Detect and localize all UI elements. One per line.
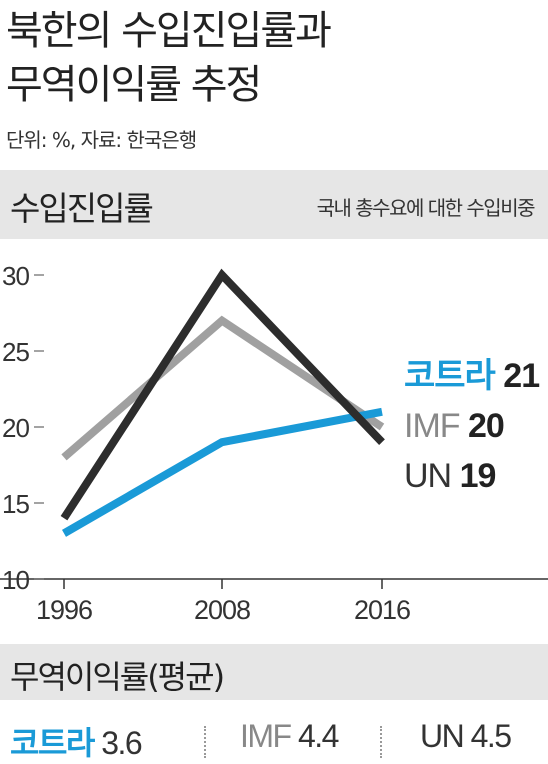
x-tick-label: 2016 [354, 595, 410, 625]
series-end-label: 코트라 21 [404, 357, 539, 395]
section-header-trade-profit: 무역이익률(평균) [0, 644, 548, 700]
line-chart: 10 15 20 25 30 1996 2008 2016 코트라 21 IMF 20 UN 19 [0, 261, 548, 625]
stat-imf-name: IMF [240, 718, 292, 754]
y-tick-label: 30 [2, 261, 29, 291]
stat-un-name: UN [420, 718, 465, 754]
series-end-label: IMF 20 [404, 407, 504, 445]
stat-separator [204, 726, 206, 758]
stat-kotra: 코트라 3.6 [10, 718, 143, 764]
section-header-import-rate: 수입진입률 국내 총수요에 대한 수입비중 [0, 170, 548, 239]
source-note: 단위: %, 자료: 한국은행 [6, 128, 197, 152]
section-subtitle: 국내 총수요에 대한 수입비중 [316, 196, 536, 220]
x-tick-label: 1996 [36, 595, 92, 625]
series-line-un [60, 268, 385, 521]
stat-imf: IMF 4.4 [240, 718, 339, 755]
stat-kotra-value: 3.6 [101, 725, 142, 761]
stat-separator [380, 726, 382, 758]
y-tick-label: 25 [2, 337, 29, 367]
series-end-label: UN 19 [404, 457, 495, 495]
y-tick-label: 15 [2, 489, 29, 519]
stat-imf-value: 4.4 [297, 718, 339, 754]
trade-profit-stats: 코트라 3.6 IMF 4.4 UN 4.5 [0, 712, 548, 764]
page-title: 북한의 수입진입률과 무역이익률 추정 [6, 4, 546, 112]
y-tick-label: 10 [2, 565, 29, 595]
x-tick-label: 2008 [194, 595, 250, 625]
title-line-1: 북한의 수입진입률과 [6, 8, 332, 54]
stat-kotra-name: 코트라 [10, 725, 95, 761]
title-line-2: 무역이익률 추정 [6, 62, 262, 108]
stat-un: UN 4.5 [420, 718, 512, 755]
series-line-kotra [62, 407, 383, 537]
section-title: 수입진입률 [10, 189, 154, 228]
y-tick-label: 20 [2, 413, 29, 443]
section-title-2: 무역이익률(평균) [10, 658, 225, 696]
stat-un-value: 4.5 [470, 718, 512, 754]
